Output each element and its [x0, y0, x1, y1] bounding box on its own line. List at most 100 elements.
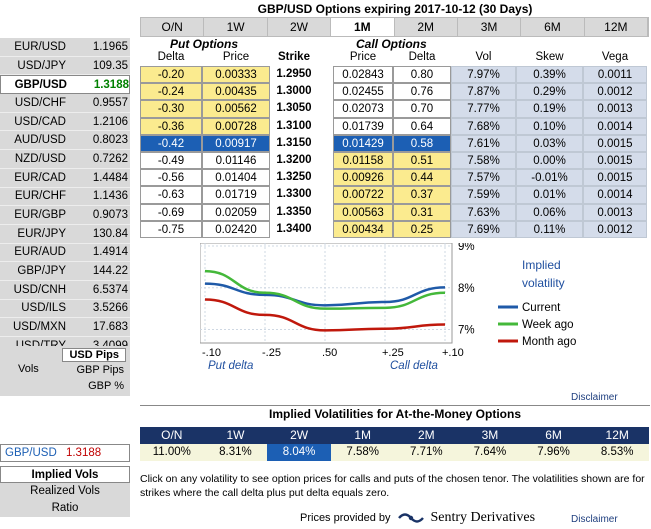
- vega-cell[interactable]: 0.0012: [583, 220, 647, 238]
- strike-cell: 1.3100: [276, 119, 312, 132]
- pair-rate: 3.5266: [92, 302, 128, 315]
- atm-vol-value[interactable]: 7.64%: [473, 446, 507, 458]
- atm-tenor-label[interactable]: 2W: [290, 428, 309, 442]
- disclaimer-link-top[interactable]: Disclaimer: [571, 392, 618, 403]
- pair-row[interactable]: EUR/CAD 1.4484: [0, 168, 130, 188]
- put-price-cell: 0.00917: [202, 134, 270, 152]
- disclaimer-link-bottom[interactable]: Disclaimer: [571, 514, 618, 525]
- tab-tenor[interactable]: 1W: [204, 18, 268, 36]
- strike-cell: 1.3000: [276, 85, 312, 98]
- gbp-pips-option[interactable]: GBP Pips: [76, 364, 125, 376]
- vega-cell[interactable]: 0.0015: [583, 152, 647, 170]
- gbp-percent-option[interactable]: GBP %: [88, 380, 124, 392]
- pair-row[interactable]: USD/CHF 0.9557: [0, 94, 130, 113]
- atm-vol-value[interactable]: 11.00%: [152, 446, 191, 458]
- ratio-option[interactable]: Ratio: [0, 500, 130, 517]
- vol-cell[interactable]: 7.68%: [451, 117, 516, 135]
- pair-name: GBP/USD: [14, 78, 67, 91]
- chart-y-tick: 9%: [458, 243, 475, 253]
- realized-vols-option[interactable]: Realized Vols: [0, 483, 130, 500]
- tab-tenor[interactable]: 12M: [585, 18, 648, 36]
- usd-pips-option[interactable]: USD Pips: [62, 348, 126, 362]
- atm-tenor-label[interactable]: 2M: [417, 428, 435, 442]
- vega-cell[interactable]: 0.0013: [583, 100, 647, 118]
- atm-tenor-label[interactable]: 3M: [481, 428, 499, 442]
- vega-cell[interactable]: 0.0015: [583, 134, 647, 152]
- vol-header: Vol: [475, 51, 492, 63]
- put-price-cell: 0.00728: [202, 117, 270, 135]
- strike-cell: 1.3250: [276, 171, 312, 184]
- skew-cell[interactable]: -0.01%: [516, 169, 583, 187]
- skew-cell[interactable]: 0.11%: [516, 220, 583, 238]
- atm-vol-value[interactable]: 8.04%: [267, 444, 331, 461]
- skew-cell[interactable]: 0.03%: [516, 134, 583, 152]
- vol-cell[interactable]: 7.58%: [451, 152, 516, 170]
- vol-cell[interactable]: 7.97%: [451, 66, 516, 84]
- implied-vols-option[interactable]: Implied Vols: [0, 466, 130, 483]
- strike-cell: 1.3300: [276, 188, 312, 201]
- put-options-header: Put Options: [170, 37, 238, 51]
- atm-pair-name: GBP/USD: [5, 447, 57, 459]
- vol-cell[interactable]: 7.63%: [451, 203, 516, 221]
- atm-vol-value[interactable]: 7.58%: [346, 446, 379, 458]
- skew-header: Skew: [535, 51, 564, 63]
- vol-cell[interactable]: 7.59%: [451, 186, 516, 204]
- tab-tenor[interactable]: 2W: [268, 18, 332, 36]
- tab-tenor[interactable]: 6M: [521, 18, 585, 36]
- vol-cell[interactable]: 7.61%: [451, 134, 516, 152]
- pair-row[interactable]: EUR/CHF 1.1436: [0, 187, 130, 207]
- atm-tenor-label[interactable]: 1W: [226, 428, 245, 442]
- atm-tenor-label[interactable]: 12M: [605, 428, 629, 442]
- atm-vol-value[interactable]: 8.31%: [219, 446, 252, 458]
- pair-rate: 130.84: [92, 227, 128, 240]
- atm-tenor-label[interactable]: 6M: [545, 428, 562, 442]
- vega-cell[interactable]: 0.0013: [583, 203, 647, 221]
- vega-cell[interactable]: 0.0012: [583, 83, 647, 101]
- vol-cell[interactable]: 7.77%: [451, 100, 516, 118]
- vega-cell[interactable]: 0.0014: [583, 186, 647, 204]
- atm-vol-value[interactable]: 8.53%: [600, 446, 634, 458]
- skew-cell[interactable]: 0.06%: [516, 203, 583, 221]
- pair-row[interactable]: EUR/AUD 1.4914: [0, 243, 130, 263]
- skew-cell[interactable]: 0.19%: [516, 100, 583, 118]
- atm-vol-value[interactable]: 7.96%: [537, 446, 570, 458]
- vol-cell[interactable]: 7.69%: [451, 220, 516, 238]
- skew-cell[interactable]: 0.00%: [516, 152, 583, 170]
- atm-tenor-label[interactable]: 1M: [354, 428, 372, 442]
- pair-name: USD/CHF: [14, 96, 66, 109]
- pair-row[interactable]: EUR/GBP 0.9073: [0, 206, 130, 225]
- tab-tenor[interactable]: 1M: [331, 18, 395, 36]
- vol-cell[interactable]: 7.87%: [451, 83, 516, 101]
- skew-cell[interactable]: 0.39%: [516, 66, 583, 84]
- vega-cell[interactable]: 0.0014: [583, 117, 647, 135]
- pair-row[interactable]: GBP/USD 1.3188: [0, 75, 130, 95]
- skew-cell[interactable]: 0.29%: [516, 83, 583, 101]
- vega-cell[interactable]: 0.0015: [583, 169, 647, 187]
- pair-row[interactable]: EUR/USD 1.1965: [0, 38, 130, 57]
- call-delta-cell: 0.80: [393, 66, 451, 84]
- call-delta-cell: 0.31: [393, 203, 451, 221]
- pair-row[interactable]: USD/MXN 17.683: [0, 318, 130, 337]
- tab-tenor[interactable]: 3M: [458, 18, 522, 36]
- vol-cell[interactable]: 7.57%: [451, 169, 516, 187]
- call-price-cell: 0.00722: [333, 186, 393, 204]
- skew-cell[interactable]: 0.10%: [516, 117, 583, 135]
- call-price-cell: 0.00434: [333, 220, 393, 238]
- atm-vol-value[interactable]: 7.71%: [410, 446, 443, 458]
- put-delta-label: Put delta: [208, 360, 253, 372]
- pair-row[interactable]: EUR/JPY 130.84: [0, 224, 130, 244]
- put-delta-cell: -0.30: [140, 100, 202, 118]
- pair-row[interactable]: GBP/JPY 144.22: [0, 262, 130, 281]
- pair-row[interactable]: USD/JPY 109.35: [0, 56, 130, 76]
- pair-row[interactable]: NZD/USD 0.7262: [0, 150, 130, 169]
- vega-cell[interactable]: 0.0011: [583, 66, 647, 84]
- skew-cell[interactable]: 0.01%: [516, 186, 583, 204]
- pair-row[interactable]: USD/CAD 1.2106: [0, 112, 130, 132]
- pair-row[interactable]: USD/CNH 6.5374: [0, 280, 130, 300]
- atm-tenor-label[interactable]: O/N: [161, 428, 183, 442]
- tab-tenor[interactable]: 2M: [395, 18, 458, 36]
- pair-row[interactable]: USD/ILS 3.5266: [0, 299, 130, 319]
- pair-row[interactable]: AUD/USD 0.8023: [0, 131, 130, 151]
- tab-tenor[interactable]: O/N: [141, 18, 205, 36]
- table-row: -0.42 0.00917 1.3150 0.01429 0.58 7.61% 0.03% 0…: [140, 134, 649, 152]
